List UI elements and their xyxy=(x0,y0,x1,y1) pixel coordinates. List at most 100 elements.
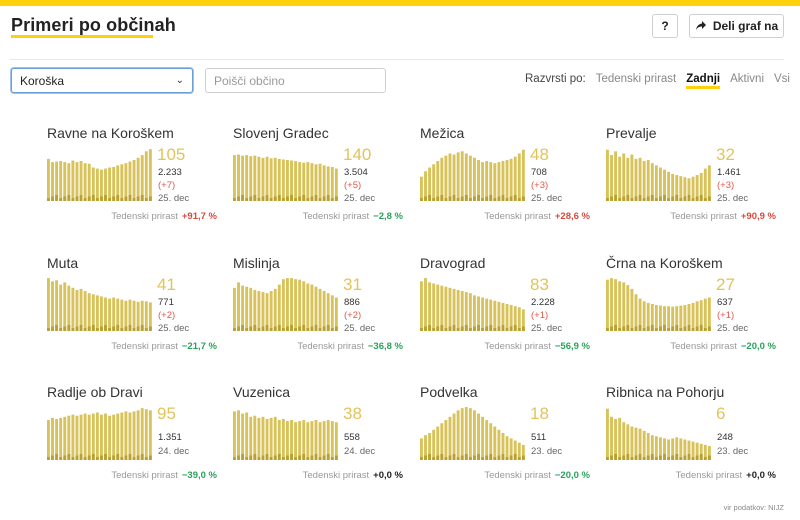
chart-bar xyxy=(477,296,480,331)
chart-bar-new-cases xyxy=(695,326,699,331)
chart-bar xyxy=(428,433,432,460)
chart-bar xyxy=(144,409,148,460)
municipality-card[interactable]: Muta 41 771 (+2) 25. dec Tedenski prirast −21,… xyxy=(47,255,217,365)
municipality-search-input[interactable] xyxy=(205,68,386,93)
chart-bar-new-cases xyxy=(691,198,695,201)
chart-bar-new-cases xyxy=(610,196,613,201)
chart-bar xyxy=(650,304,654,331)
chart-bar xyxy=(71,414,75,460)
chart-bar-new-cases xyxy=(448,326,452,331)
chart-bar-new-cases xyxy=(294,198,298,201)
municipality-card[interactable]: Dravograd 83 2.228 (+1) 25. dec Tedenski prir… xyxy=(420,255,590,365)
sort-option-weekly[interactable]: Tedenski prirast xyxy=(595,73,677,85)
active-cases-value: 32 xyxy=(716,145,735,164)
municipality-card[interactable]: Slovenj Gradec 140 3.504 (+5) 25. dec Tedensk… xyxy=(233,125,403,235)
sort-option-all[interactable]: Vsi xyxy=(774,73,790,85)
chart-bar xyxy=(294,279,298,331)
chart-bar-new-cases xyxy=(257,328,261,331)
weekly-growth: Tedenski prirast +91,7 % xyxy=(111,211,217,222)
chart-bar-new-cases xyxy=(83,198,87,201)
chart-bar-new-cases xyxy=(273,455,277,460)
municipality-card[interactable]: Črna na Koroškem 27 637 (+1) 25. dec Tedenski… xyxy=(606,255,776,365)
active-cases-value: 83 xyxy=(530,275,549,294)
chart-bar-new-cases xyxy=(47,457,50,460)
chart-bar xyxy=(473,157,476,201)
chart-bar-new-cases xyxy=(642,457,646,460)
region-select[interactable]: Koroška ⌄ xyxy=(11,68,193,93)
chart-bar-new-cases xyxy=(237,326,240,331)
chart-bar-new-cases xyxy=(654,328,658,331)
chart-bar-new-cases xyxy=(136,196,140,201)
municipality-card[interactable]: Vuzenica 38 558 24. dec Tedenski prirast +0,0… xyxy=(233,384,403,494)
chart-bar-new-cases xyxy=(120,457,124,460)
chart-bar xyxy=(630,154,634,201)
chart-bar-new-cases xyxy=(424,326,427,331)
chart-bar xyxy=(679,438,683,460)
chart-bar-new-cases xyxy=(91,454,95,460)
chart-bar xyxy=(95,168,99,201)
share-button[interactable]: Deli graf na xyxy=(689,14,784,38)
chart-bar-new-cases xyxy=(456,198,460,201)
active-cases-value: 105 xyxy=(157,145,186,164)
chart-bar xyxy=(489,162,493,201)
chart-bar xyxy=(265,418,269,460)
chart-bar-new-cases xyxy=(290,325,293,331)
chart-bar-new-cases xyxy=(622,326,626,331)
chart-bar-new-cases xyxy=(424,196,427,201)
sparkline-chart xyxy=(47,278,152,331)
chart-bar xyxy=(687,440,691,460)
chart-bar xyxy=(148,149,152,201)
municipality-card[interactable]: Ribnica na Pohorju 6 248 23. dec Tedenski pr… xyxy=(606,384,776,494)
chart-bar xyxy=(642,301,646,331)
chart-bar xyxy=(691,176,695,201)
chart-bar-new-cases xyxy=(294,457,298,460)
chart-bar xyxy=(302,162,306,201)
region-select-value: Koroška xyxy=(20,73,65,88)
chart-bar-new-cases xyxy=(485,326,489,331)
municipality-card[interactable]: Mislinja 31 886 (+2) 25. dec Tedenski prirast… xyxy=(233,255,403,365)
chart-bar xyxy=(622,422,626,460)
chart-bar-new-cases xyxy=(501,195,505,201)
chart-bar-new-cases xyxy=(124,455,128,460)
help-button[interactable]: ? xyxy=(652,14,678,38)
chart-bar-new-cases xyxy=(136,455,140,460)
sort-option-active[interactable]: Aktivni xyxy=(730,73,765,85)
municipality-card[interactable]: Mežica 48 708 (+3) 25. dec Tedenski prirast +2… xyxy=(420,125,590,235)
chart-bar xyxy=(249,287,253,331)
chart-bar xyxy=(646,433,650,460)
chart-bar-new-cases xyxy=(432,198,436,201)
municipality-card[interactable]: Podvelka 18 511 23. dec Tedenski prirast −20,… xyxy=(420,384,590,494)
sort-option-latest[interactable]: Zadnji xyxy=(686,73,721,89)
chart-bar xyxy=(691,441,695,460)
total-cases-value: 886 xyxy=(344,297,360,308)
chart-bar-new-cases xyxy=(286,326,289,331)
chart-bar-new-cases xyxy=(452,454,456,460)
chart-bar-new-cases xyxy=(116,195,120,201)
chart-bar xyxy=(249,156,253,201)
chart-bar xyxy=(663,169,666,201)
sparkline-chart xyxy=(420,149,525,201)
sparkline-chart xyxy=(47,149,152,201)
chart-bar-new-cases xyxy=(626,454,630,460)
municipality-card[interactable]: Radlje ob Dravi 95 1.351 24. dec Tedenski pr… xyxy=(47,384,217,494)
chart-bar-new-cases xyxy=(132,457,136,460)
chart-bar-new-cases xyxy=(618,198,622,201)
chart-bar xyxy=(659,437,662,460)
chart-bar-new-cases xyxy=(71,328,75,331)
chart-bar-new-cases xyxy=(294,328,298,331)
municipality-card[interactable]: Prevalje 32 1.461 (+3) 25. dec Tedenski prira… xyxy=(606,125,776,235)
chart-bar xyxy=(265,156,269,201)
municipality-name: Radlje ob Dravi xyxy=(47,384,143,400)
chart-bar-new-cases xyxy=(671,326,675,331)
chart-bar xyxy=(290,278,293,331)
chart-bar-new-cases xyxy=(334,196,338,201)
municipality-card[interactable]: Ravne na Koroškem 105 2.233 (+7) 25. dec Tede… xyxy=(47,125,217,235)
chart-bar-new-cases xyxy=(75,196,79,201)
chart-bar-new-cases xyxy=(91,195,95,201)
chart-bar-new-cases xyxy=(91,325,95,331)
chart-bar-new-cases xyxy=(116,454,120,460)
chart-bar-new-cases xyxy=(675,325,679,331)
chart-bar xyxy=(290,420,293,460)
chart-bar-new-cases xyxy=(436,455,440,460)
chart-bar xyxy=(277,284,281,331)
